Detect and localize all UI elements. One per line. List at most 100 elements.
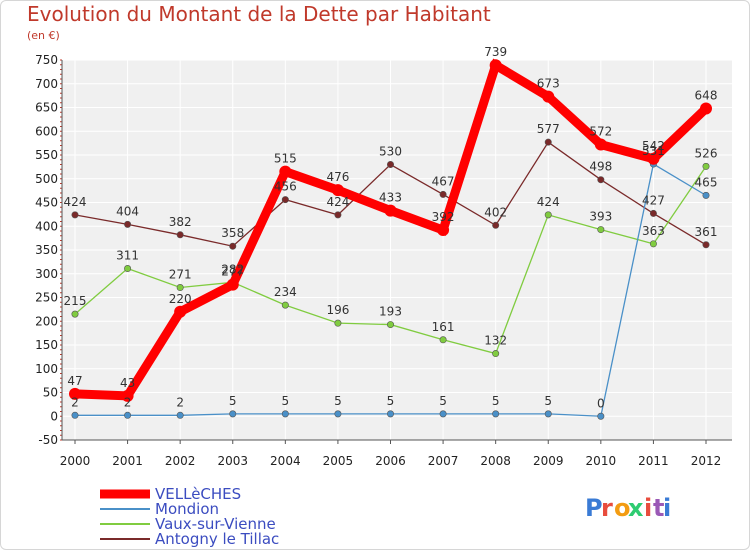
logo-letter: i — [663, 494, 671, 522]
data-point — [281, 196, 289, 204]
data-label: 392 — [432, 210, 455, 224]
data-point — [176, 284, 184, 292]
y-tick-label: 300 — [35, 267, 58, 281]
axes: -500501001502002503003504004505005506006… — [35, 53, 732, 468]
data-point — [489, 59, 502, 72]
data-label: 277 — [221, 265, 244, 279]
data-point — [229, 242, 237, 250]
data-point — [702, 241, 710, 249]
data-point — [439, 336, 447, 344]
data-point — [439, 190, 447, 198]
data-label: 498 — [589, 160, 612, 174]
chart-subtitle: (en €) — [27, 29, 60, 42]
y-tick-label: -50 — [38, 433, 58, 447]
data-point — [492, 221, 500, 229]
y-tick-label: 150 — [35, 338, 58, 352]
data-label: 424 — [326, 195, 349, 209]
data-label: 43 — [120, 376, 135, 390]
data-point — [71, 211, 79, 219]
data-label: 393 — [589, 210, 612, 224]
data-label: 271 — [169, 268, 192, 282]
x-tick-label: 2000 — [60, 454, 91, 468]
y-tick-label: 550 — [35, 148, 58, 162]
series-0 — [69, 58, 712, 402]
data-point — [71, 411, 79, 419]
x-tick-label: 2003 — [217, 454, 248, 468]
data-label: 402 — [484, 205, 507, 219]
data-point — [384, 204, 397, 217]
data-label: 456 — [274, 180, 297, 194]
data-point — [281, 410, 289, 418]
data-point — [437, 224, 450, 237]
y-tick-label: 700 — [35, 77, 58, 91]
data-label: 358 — [221, 226, 244, 240]
data-point — [176, 411, 184, 419]
x-tick-label: 2012 — [691, 454, 722, 468]
data-point — [334, 410, 342, 418]
logo-letter: P — [585, 494, 603, 522]
data-label: 382 — [169, 215, 192, 229]
data-label: 648 — [695, 88, 718, 102]
data-point — [281, 301, 289, 309]
series-1 — [71, 160, 710, 420]
data-label: 424 — [537, 195, 560, 209]
data-label: 363 — [642, 224, 665, 238]
data-label: 0 — [597, 396, 605, 410]
data-label: 215 — [64, 294, 87, 308]
data-label: 234 — [274, 285, 297, 299]
y-tick-label: 250 — [35, 291, 58, 305]
data-point — [542, 90, 555, 103]
data-point — [544, 138, 552, 146]
data-label: 427 — [642, 193, 665, 207]
x-tick-label: 2010 — [586, 454, 617, 468]
data-label: 5 — [544, 394, 552, 408]
data-label: 5 — [229, 394, 237, 408]
data-label: 5 — [334, 394, 342, 408]
y-tick-label: 400 — [35, 219, 58, 233]
data-point — [649, 240, 657, 248]
data-point — [334, 211, 342, 219]
y-tick-label: 0 — [50, 409, 58, 423]
data-label: 132 — [484, 334, 507, 348]
data-label: 5 — [492, 394, 500, 408]
data-label: 424 — [64, 195, 87, 209]
data-point — [386, 410, 394, 418]
data-point — [647, 152, 660, 165]
data-point — [544, 211, 552, 219]
x-tick-label: 2001 — [112, 454, 143, 468]
y-tick-label: 350 — [35, 243, 58, 257]
chart-title: Evolution du Montant de la Dette par Hab… — [27, 2, 491, 26]
data-point — [597, 226, 605, 234]
data-label: 161 — [432, 320, 455, 334]
data-label: 47 — [67, 374, 82, 388]
data-point — [700, 102, 712, 115]
data-point — [386, 161, 394, 169]
data-label: 476 — [326, 170, 349, 184]
data-point — [702, 162, 710, 170]
data-point — [649, 209, 657, 217]
data-point — [71, 310, 79, 318]
y-tick-label: 500 — [35, 172, 58, 186]
logo-letter: o — [614, 494, 631, 522]
data-point — [124, 411, 132, 419]
data-point — [226, 278, 239, 291]
x-tick-label: 2002 — [165, 454, 196, 468]
proxiti-logo: Pr ox i ti — [585, 494, 671, 522]
data-label: 577 — [537, 122, 560, 136]
data-point — [597, 176, 605, 184]
x-tick-label: 2004 — [270, 454, 301, 468]
data-labels: 424 404 382 358 456 424 530 467 402 577 498 427 361 2… — [64, 45, 718, 410]
legend-entry: Vaux-sur-Vienne — [155, 515, 276, 533]
data-label: 2 — [71, 395, 79, 409]
data-point — [386, 321, 394, 329]
data-point — [334, 319, 342, 327]
y-tick-label: 100 — [35, 362, 58, 376]
x-tick-label: 2008 — [480, 454, 511, 468]
data-label: 530 — [379, 145, 402, 159]
data-label: 5 — [439, 394, 447, 408]
data-point — [439, 410, 447, 418]
y-tick-label: 600 — [35, 124, 58, 138]
x-tick-label: 2006 — [375, 454, 406, 468]
